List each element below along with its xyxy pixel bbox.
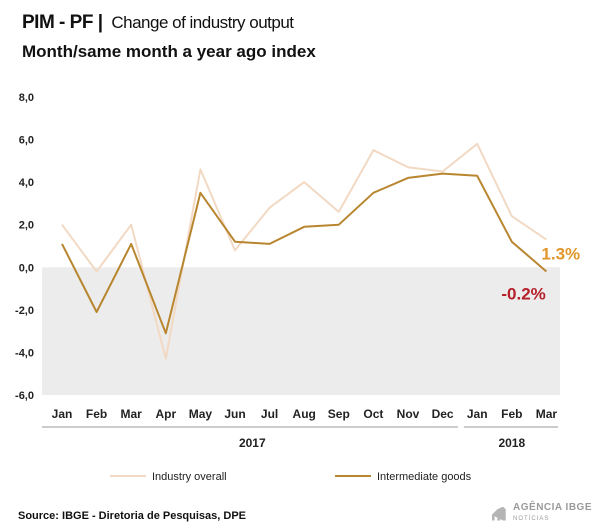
y-tick-label: 6,0	[19, 135, 34, 147]
x-tick-label: Aug	[293, 407, 316, 421]
y-tick-label: 8,0	[19, 92, 34, 104]
x-tick-label: Feb	[86, 407, 107, 421]
x-tick-label: Jul	[261, 407, 278, 421]
x-tick-label: Feb	[501, 407, 522, 421]
end-value-annotation: -0.2%	[501, 285, 545, 304]
x-tick-label: Jan	[467, 407, 488, 421]
negative-region-shading	[42, 267, 560, 395]
end-value-annotation: 1.3%	[541, 245, 580, 264]
y-tick-label: -4,0	[15, 347, 34, 359]
y-tick-label: -2,0	[15, 305, 34, 317]
y-tick-label: 4,0	[19, 177, 34, 189]
x-tick-label: Jan	[52, 407, 73, 421]
year-divider-gap	[457, 400, 464, 430]
title-block: PIM - PF | Change of industry output Mon…	[0, 0, 610, 80]
year-label: 2018	[498, 436, 525, 450]
y-tick-label: 2,0	[19, 220, 34, 232]
ibge-logo-icon	[491, 506, 506, 521]
title-separator: |	[97, 12, 103, 33]
x-tick-label: May	[189, 407, 213, 421]
chart-subject: Change of industry output	[111, 13, 294, 32]
logo-text: AGÊNCIA IBGE	[513, 502, 592, 513]
logo-subtext: NOTÍCIAS	[513, 516, 550, 522]
x-tick-label: Nov	[397, 407, 420, 421]
chart-title: PIM - PF | Change of industry output	[22, 12, 294, 34]
series-line-industry-overall	[61, 142, 547, 360]
legend-label: Industry overall	[152, 471, 227, 483]
legend-label: Intermediate goods	[377, 471, 472, 483]
source-note: Source: IBGE - Diretoria de Pesquisas, D…	[18, 510, 247, 522]
x-tick-label: Mar	[121, 407, 143, 421]
x-tick-label: Oct	[363, 407, 383, 421]
agency-logo: AGÊNCIA IBGE NOTÍCIAS	[491, 502, 592, 524]
x-tick-label: Mar	[536, 407, 558, 421]
x-tick-label: Jun	[224, 407, 245, 421]
chart-code: PIM - PF	[22, 12, 93, 33]
x-tick-label: Dec	[432, 407, 454, 421]
y-tick-label: 0,0	[19, 262, 34, 274]
y-tick-label: -6,0	[15, 390, 34, 402]
x-tick-label: Sep	[328, 407, 350, 421]
x-tick-label: Apr	[155, 407, 176, 421]
chart-subtitle: Month/same month a year ago index	[22, 42, 316, 61]
series-line-intermediate-goods	[61, 172, 548, 335]
year-label: 2017	[239, 436, 266, 450]
